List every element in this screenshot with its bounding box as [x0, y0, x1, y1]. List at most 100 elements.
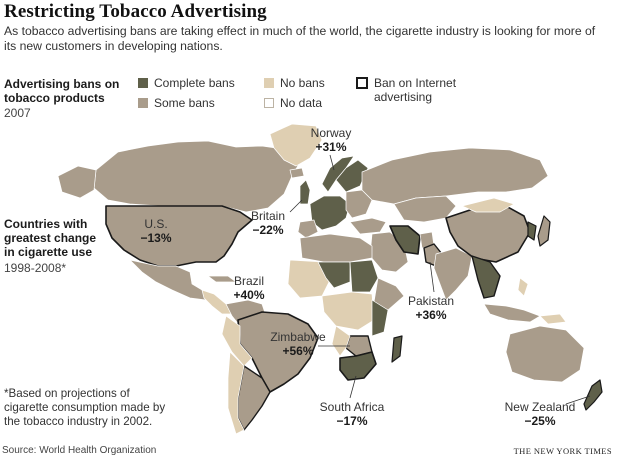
publisher-credit: THE NEW YORK TIMES [513, 446, 612, 456]
callout-us: U.S. −13% [136, 217, 176, 245]
country-britain [299, 179, 311, 205]
legend-label: No data [280, 96, 323, 110]
legend-heading-line: tobacco products [4, 91, 105, 105]
callout-value: −22% [252, 223, 284, 237]
country-russia [361, 147, 549, 205]
leader-line-pakistan [429, 261, 435, 293]
legend-label: Ban on Internet advertising [374, 76, 456, 104]
change-heading-line: Countries with [4, 217, 88, 231]
callout-value: +36% [415, 308, 447, 322]
callout-country: Brazil [233, 274, 264, 288]
change-heading-line: greatest change [4, 231, 97, 245]
page-title: Restricting Tobacco Advertising [4, 1, 267, 22]
legend-swatch-some [138, 98, 148, 108]
callout-value: −17% [336, 414, 368, 428]
legend-swatch-nodata [264, 98, 274, 108]
country-peru-bolivia [221, 315, 253, 367]
country-australia [505, 325, 585, 383]
country-korea [527, 221, 537, 241]
country-iceland [289, 167, 305, 179]
country-south-africa [339, 351, 377, 381]
callout-value: −25% [524, 414, 556, 428]
legend-item-internet-ban: Ban on Internet advertising [356, 76, 456, 104]
callout-pakistan: Pakistan +36% [402, 294, 460, 322]
callout-country: South Africa [319, 400, 385, 414]
leader-line-norway [329, 154, 335, 171]
country-central-africa [321, 291, 375, 331]
legend-label-line: Ban on Internet [374, 76, 457, 90]
country-mongolia [461, 197, 515, 213]
callout-country: Norway [310, 126, 352, 140]
callout-value: +56% [282, 344, 314, 358]
callout-country: New Zealand [504, 400, 576, 414]
legend-label: Complete bans [154, 76, 235, 90]
legend-item-complete-bans: Complete bans [138, 76, 235, 90]
country-sudan [349, 259, 379, 293]
country-cuba [207, 275, 237, 283]
leader-line-south-africa [349, 375, 357, 399]
country-alaska [57, 165, 97, 199]
leader-line-britain [289, 199, 303, 213]
change-heading: Countries with greatest change in cigare… [4, 217, 96, 259]
country-turkey [349, 217, 387, 235]
country-horn-africa [373, 277, 405, 311]
footnote-line: *Based on projections of [4, 387, 130, 400]
callout-country: Pakistan [407, 294, 455, 308]
legend-item-some-bans: Some bans [138, 96, 215, 110]
callout-value: +31% [315, 140, 347, 154]
footnote-line: cigarette consumption made by [4, 401, 166, 414]
country-central-america [201, 289, 233, 315]
legend-heading: Advertising bans on tobacco products [4, 77, 119, 105]
callout-new-zealand: New Zealand −25% [502, 400, 578, 428]
legend-label: No bans [280, 76, 325, 90]
legend-item-no-data: No data [264, 96, 322, 110]
country-southern-africa [331, 325, 351, 357]
legend-swatch-internet [356, 77, 368, 89]
footnote-line: the tobacco industry in 2002. [4, 415, 153, 428]
legend-label: Some bans [154, 96, 215, 110]
country-chile [227, 351, 245, 435]
callout-country: Britain [250, 209, 285, 223]
subtitle: As tobacco advertising bans are taking e… [4, 24, 596, 53]
callout-norway: Norway +31% [308, 126, 354, 154]
country-norway [321, 155, 355, 193]
callout-country: U.S. [144, 217, 168, 231]
callout-brazil: Brazil +40% [228, 274, 270, 302]
callout-south-africa: South Africa −17% [314, 400, 390, 428]
country-madagascar [391, 335, 403, 363]
legend-item-no-bans: No bans [264, 76, 325, 90]
country-india [433, 247, 473, 301]
callout-country: Zimbabwe [270, 330, 326, 344]
country-indonesia [483, 303, 541, 323]
callout-value: −13% [140, 231, 172, 245]
country-greenland [269, 123, 323, 167]
country-papua [539, 313, 567, 325]
legend-label-line: advertising [374, 90, 433, 104]
legend-year: 2007 [4, 106, 31, 120]
country-sahel [317, 261, 351, 289]
country-japan [537, 215, 551, 247]
country-canada [93, 140, 301, 213]
callout-value: +40% [233, 288, 265, 302]
legend-swatch-complete [138, 78, 148, 88]
footnote: *Based on projections of cigarette consu… [4, 387, 174, 429]
callout-zimbabwe: Zimbabwe +56% [266, 330, 330, 358]
country-mexico [129, 259, 215, 301]
country-new-zealand [583, 379, 603, 411]
source-credit: Source: World Health Organization [2, 445, 157, 456]
country-philippines [517, 277, 529, 297]
country-north-africa [299, 233, 373, 263]
country-iberia [297, 219, 319, 239]
change-heading-line: in cigarette use [4, 245, 93, 259]
legend-swatch-none [264, 78, 274, 88]
country-iran [389, 225, 421, 255]
callout-britain: Britain −22% [244, 209, 292, 237]
country-kazakhstan [393, 195, 457, 223]
leader-line-new-zealand [565, 395, 591, 405]
country-southeast-asia [471, 255, 501, 299]
country-usa [105, 205, 253, 267]
legend-heading-line: Advertising bans on [4, 77, 120, 91]
change-years: 1998-2008* [4, 261, 67, 275]
country-east-africa [371, 299, 389, 337]
